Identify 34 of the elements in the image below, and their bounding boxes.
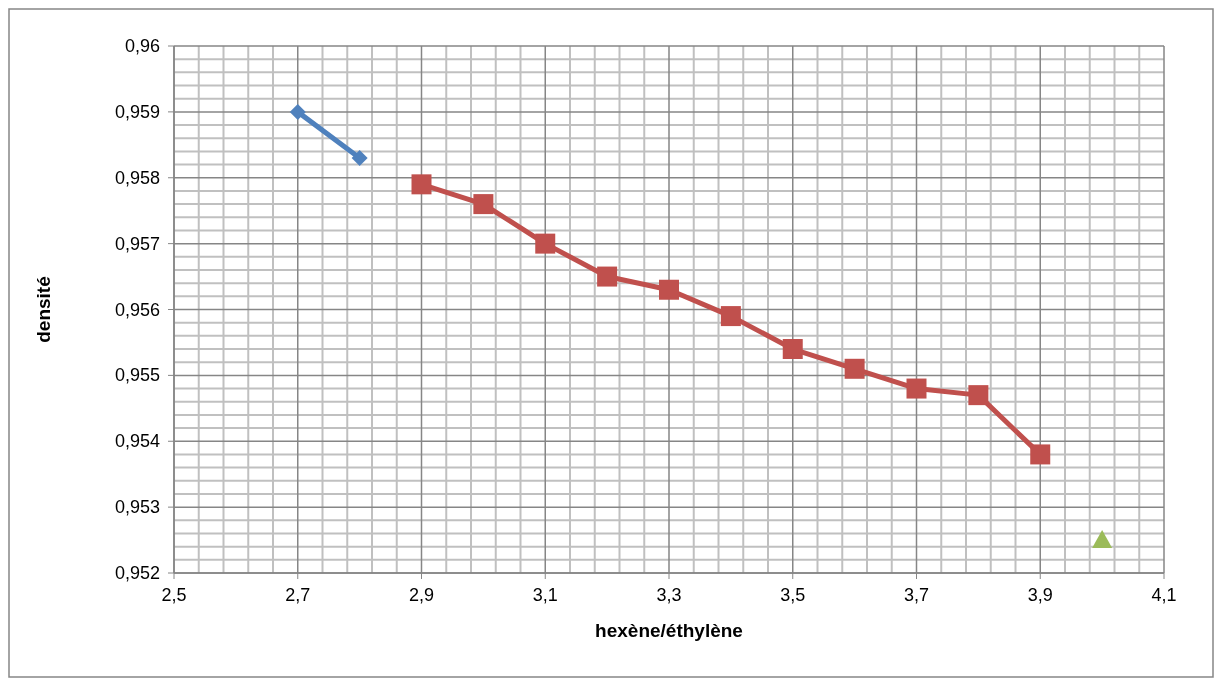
x-tick-label: 3,5	[780, 585, 806, 605]
y-tick-label: 0,956	[114, 299, 160, 320]
point	[720, 306, 741, 327]
point	[1092, 530, 1113, 549]
x-tick-label: 3,7	[903, 585, 930, 605]
point	[906, 378, 927, 399]
x-axis-title: hexène/éthylène	[595, 620, 743, 641]
y-tick-label: 0,958	[114, 167, 160, 188]
y-tick-label: 0,955	[114, 365, 160, 386]
point	[844, 358, 865, 379]
y-tick-label: 0,959	[114, 101, 160, 122]
y-tick-label: 0,957	[114, 233, 160, 254]
point	[659, 279, 679, 300]
point	[535, 233, 556, 254]
x-tick-label: 4,1	[1151, 585, 1177, 605]
x-tick-label: 3,3	[656, 585, 682, 605]
x-tick-label: 3,1	[532, 585, 558, 605]
x-tick-label: 3,9	[1027, 585, 1053, 605]
point	[289, 103, 306, 120]
point	[968, 385, 989, 406]
y-tick-label: 0,952	[114, 563, 160, 583]
point	[351, 149, 368, 166]
point	[1030, 444, 1051, 465]
y-tick-label: 0,953	[114, 497, 160, 518]
y-tick-label: 0,96	[124, 36, 160, 56]
point	[782, 339, 803, 360]
point	[473, 194, 494, 215]
y-tick-label: 0,954	[114, 431, 160, 452]
x-tick-label: 2,5	[161, 585, 187, 605]
y-axis-title: densité	[33, 276, 54, 343]
x-tick-label: 2,7	[285, 585, 311, 605]
x-tick-label: 2,9	[408, 585, 435, 605]
point	[597, 266, 618, 287]
point	[411, 174, 432, 195]
